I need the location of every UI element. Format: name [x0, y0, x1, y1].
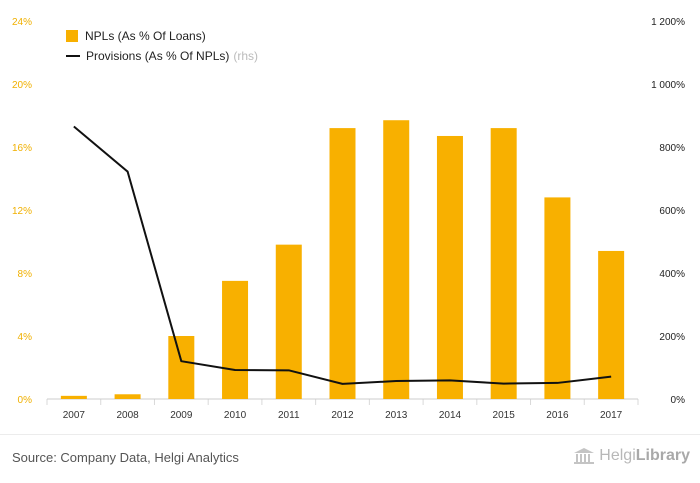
bar-2009	[168, 336, 195, 399]
helgi-library-logo[interactable]: Helgi Library	[573, 447, 690, 465]
right-tick-label: 1 000%	[651, 80, 685, 91]
legend-label-provisions: Provisions (As % Of NPLs)	[86, 49, 230, 63]
bar-2010	[222, 280, 249, 399]
source-note: Source: Company Data, Helgi Analytics	[12, 450, 239, 465]
right-tick-label: 0%	[671, 395, 686, 406]
x-tick-label: 2012	[331, 410, 354, 421]
logo-text-library: Library	[635, 447, 690, 464]
right-tick-label: 1 200%	[651, 17, 685, 28]
x-tick-label: 2010	[224, 410, 247, 421]
logo-text-helgi: Helgi	[599, 447, 636, 464]
x-tick-label: 2016	[546, 410, 569, 421]
left-tick-label: 8%	[18, 269, 33, 280]
x-tick-label: 2017	[600, 410, 623, 421]
bar-2015	[490, 128, 517, 399]
bar-2017	[598, 250, 625, 399]
left-tick-label: 20%	[12, 80, 32, 91]
line-series	[73, 125, 612, 385]
legend-item-npls[interactable]: NPLs (As % Of Loans)	[66, 26, 258, 46]
right-tick-label: 400%	[659, 269, 685, 280]
bar-2012	[329, 128, 356, 399]
x-tick-label: 2014	[439, 410, 462, 421]
legend-item-provisions[interactable]: Provisions (As % Of NPLs) (rhs)	[66, 46, 258, 66]
right-axis: 0% 200% 400% 600% 800% 1 000% 1 200%	[651, 17, 685, 406]
legend-rhs-note: (rhs)	[233, 49, 259, 63]
x-tick-label: 2013	[385, 410, 408, 421]
left-tick-label: 16%	[12, 143, 32, 154]
legend-label-npls: NPLs (As % Of Loans)	[85, 29, 206, 43]
x-tick-label: 2009	[170, 410, 193, 421]
x-tick-label: 2007	[63, 410, 86, 421]
x-tick-label: 2008	[116, 410, 139, 421]
legend: NPLs (As % Of Loans) Provisions (As % Of…	[66, 26, 258, 66]
left-tick-label: 4%	[18, 332, 33, 343]
legend-line-swatch	[66, 55, 80, 57]
bar-series	[60, 120, 625, 399]
x-tick-label: 2011	[278, 410, 300, 421]
x-tick-label: 2015	[493, 410, 516, 421]
bar-2013	[383, 120, 410, 399]
bar-2011	[275, 244, 302, 399]
left-tick-label: 0%	[18, 395, 33, 406]
left-axis: 0% 4% 8% 12% 16% 20% 24%	[12, 17, 32, 406]
bar-2016	[544, 197, 571, 399]
x-axis: 2007 2008 2009 2010 2011 2012 2013 2014 2015 2016…	[63, 410, 623, 421]
grid-lines	[46, 398, 639, 405]
left-tick-label: 24%	[12, 17, 32, 28]
right-tick-label: 200%	[659, 332, 685, 343]
bar-2008	[114, 394, 141, 399]
right-tick-label: 800%	[659, 143, 685, 154]
library-building-icon	[574, 448, 595, 464]
bar-2007	[60, 395, 87, 399]
footer-divider	[0, 434, 700, 435]
legend-bar-swatch	[66, 30, 78, 42]
combo-chart: 0% 4% 8% 12% 16% 20% 24% 0% 200% 400% 600% 800% 1 0…	[12, 17, 685, 421]
right-tick-label: 600%	[659, 206, 685, 217]
left-tick-label: 12%	[12, 206, 32, 217]
bar-2014	[436, 135, 463, 399]
